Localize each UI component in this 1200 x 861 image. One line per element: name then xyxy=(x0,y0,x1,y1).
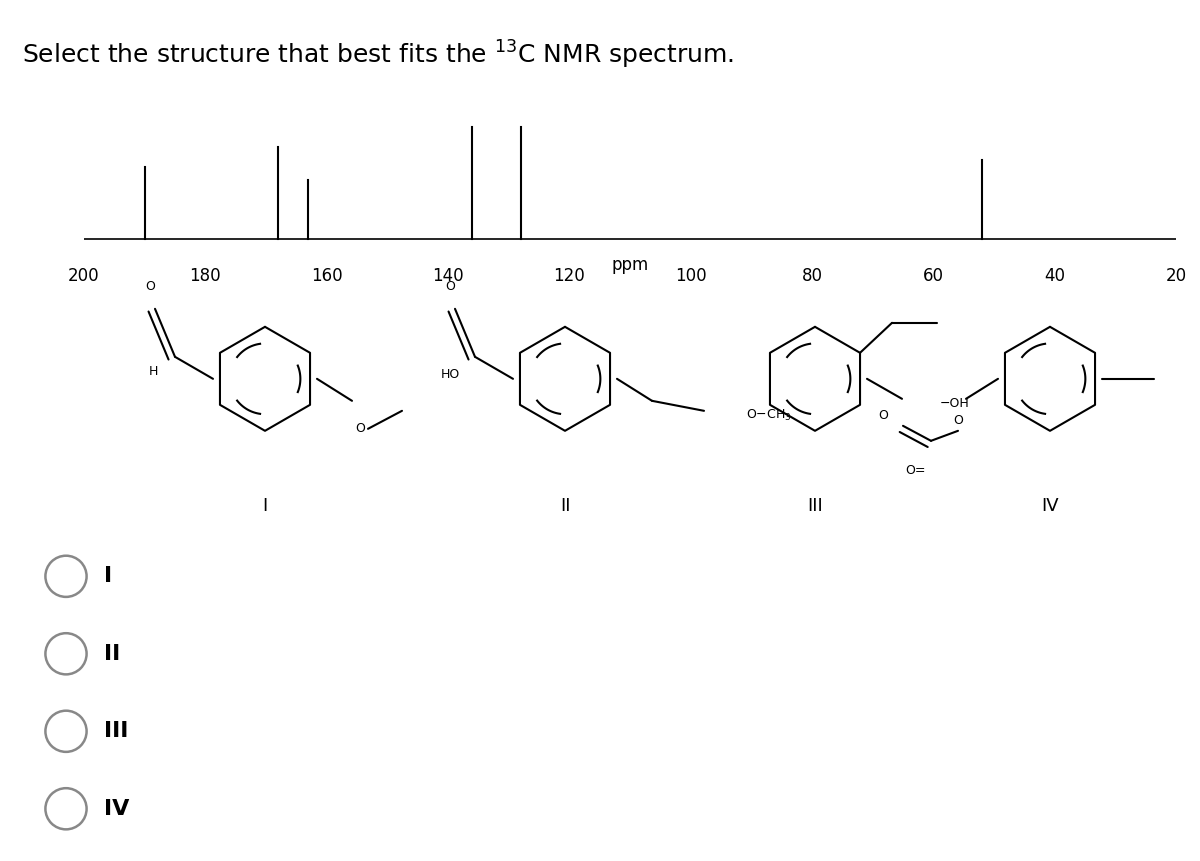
Text: −OH: −OH xyxy=(940,397,970,411)
Text: IV: IV xyxy=(104,799,130,819)
Text: I: I xyxy=(104,567,113,586)
Text: I: I xyxy=(263,497,268,515)
Text: Select the structure that best fits the $\mathregular{^{13}}$C NMR spectrum.: Select the structure that best fits the … xyxy=(22,39,733,71)
Text: ppm: ppm xyxy=(611,256,649,274)
Text: III: III xyxy=(808,497,823,515)
Text: O: O xyxy=(355,422,365,436)
Text: O−CH$_3$: O−CH$_3$ xyxy=(746,408,792,424)
Text: O: O xyxy=(953,414,962,427)
Text: H: H xyxy=(149,365,157,378)
Text: IV: IV xyxy=(1042,497,1058,515)
Text: O: O xyxy=(445,281,455,294)
Text: O: O xyxy=(878,409,888,422)
Text: III: III xyxy=(104,722,128,741)
Text: II: II xyxy=(104,644,121,664)
Text: II: II xyxy=(559,497,570,515)
Text: O: O xyxy=(145,281,155,294)
Text: O=: O= xyxy=(906,464,926,477)
Text: HO: HO xyxy=(440,369,460,381)
